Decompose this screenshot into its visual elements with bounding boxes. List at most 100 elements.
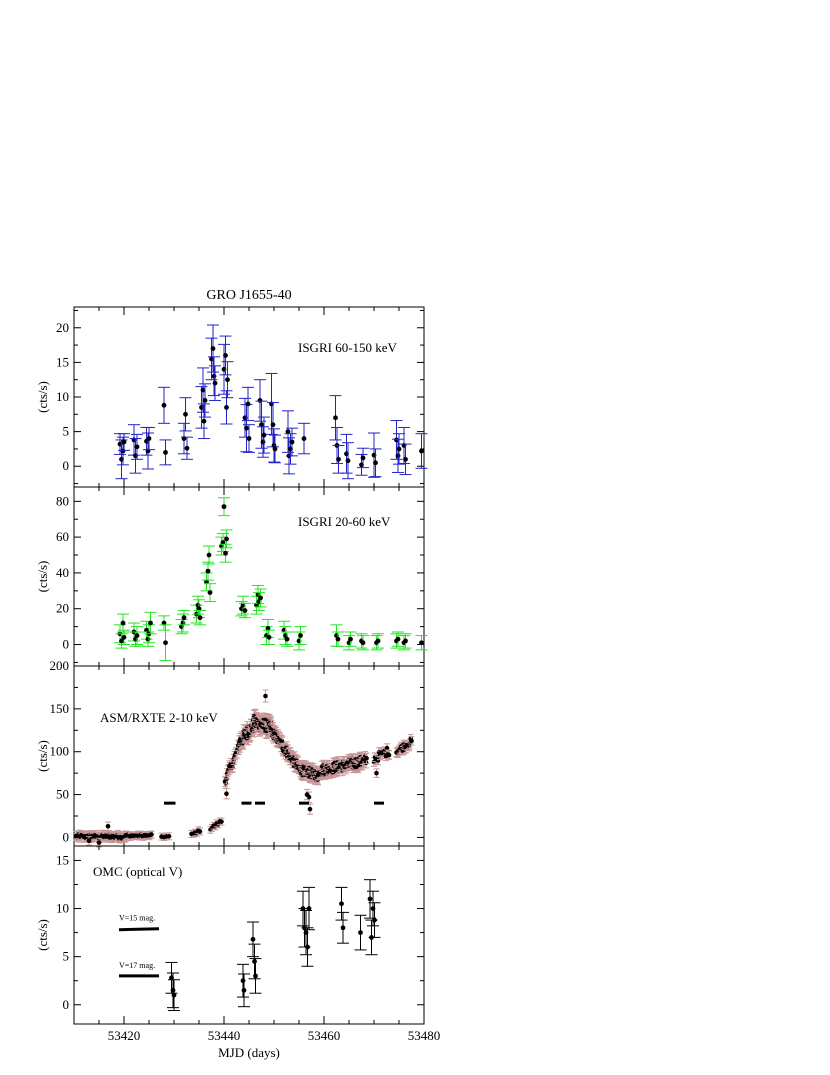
data-point (345, 458, 351, 464)
reference-label: V=15 mag. (119, 914, 155, 923)
data-point (373, 460, 378, 466)
data-point (221, 504, 227, 510)
data-point (307, 806, 313, 812)
data-point (306, 906, 312, 911)
panel-2: 0 20 40 60 80 (cts/s) ISGRI 20-60 keV (35, 486, 428, 667)
data-point (144, 627, 149, 633)
data-point (224, 791, 229, 797)
y-tick-label: 0 (63, 458, 70, 473)
data-point (148, 620, 153, 626)
panel-label: ASM/RXTE 2-10 keV (100, 710, 218, 725)
data-point (260, 439, 266, 445)
data-point (120, 620, 126, 626)
data-point (340, 925, 346, 931)
data-point (372, 917, 377, 923)
data-point (252, 959, 257, 964)
data-point (184, 445, 190, 451)
data-point (201, 418, 207, 424)
data-point (285, 429, 291, 435)
y-tick-label: 15 (56, 852, 69, 867)
y-axis-label: (cts/s) (35, 740, 50, 772)
data-point (225, 377, 230, 383)
data-point (348, 636, 353, 642)
data-point (224, 536, 229, 542)
panel-label: ISGRI 20-60 keV (298, 514, 391, 529)
data-point (196, 606, 202, 612)
data-point (105, 823, 111, 829)
data-point (367, 896, 373, 902)
data-point (171, 992, 177, 998)
data-point (211, 373, 217, 379)
y-tick-label: 0 (63, 829, 70, 844)
data-point (220, 540, 226, 545)
data-point (333, 415, 338, 421)
data-point (360, 455, 366, 461)
panel-4: 0 5 10 15 53420 53440 53460 53480 (cts/s) OMC (op… (35, 845, 441, 1043)
data-point (210, 346, 216, 351)
data-point (305, 944, 310, 950)
data-point (289, 439, 295, 445)
y-tick-label: 20 (56, 601, 69, 616)
data-point (240, 978, 246, 984)
data-point (395, 636, 401, 642)
reference-line (118, 927, 160, 932)
panel-label: ISGRI 60-150 keV (298, 340, 398, 355)
figure-title: GRO J1655-40 (206, 288, 291, 303)
x-tick-label: 53480 (408, 1028, 441, 1043)
x-tick-label: 53460 (308, 1028, 341, 1043)
y-tick-label: 80 (56, 493, 69, 508)
data-point (166, 833, 172, 839)
y-tick-label: 10 (56, 901, 69, 916)
data-point (284, 636, 290, 642)
data-point (272, 446, 278, 452)
data-point (298, 633, 303, 638)
data-point (183, 411, 188, 417)
data-point (223, 550, 228, 556)
data-point (242, 608, 248, 613)
data-point (163, 449, 168, 455)
data-point (254, 602, 259, 608)
data-point (246, 436, 252, 441)
y-tick-label: 0 (63, 997, 70, 1012)
data-point (161, 402, 167, 408)
data-point (419, 448, 424, 454)
panel-3: 0 50 100 150 200 (cts/s) ASM/RXTE 2-10 keV (35, 658, 425, 848)
y-tick-label: 5 (63, 424, 70, 439)
data-point (149, 832, 154, 837)
data-point (206, 552, 212, 558)
y-tick-label: 100 (50, 744, 70, 759)
data-point (119, 638, 124, 644)
data-point (120, 448, 126, 454)
data-point (386, 752, 392, 758)
data-point (265, 626, 271, 631)
y-tick-label: 0 (63, 637, 70, 652)
data-point (205, 568, 211, 574)
data-point (224, 404, 229, 410)
data-point (301, 436, 307, 441)
data-point (241, 987, 247, 993)
data-point (134, 633, 140, 638)
data-point (181, 615, 187, 621)
data-point (244, 425, 249, 431)
data-point (270, 422, 276, 428)
panels: 0 5 10 15 20 (cts/s) ISGRI 60-150 keV 0 20 40 60 80… (35, 306, 441, 1043)
data-point (304, 792, 310, 797)
x-tick-label: 53420 (108, 1028, 141, 1043)
data-point (197, 615, 203, 621)
data-point (240, 602, 246, 608)
panel-frame (73, 306, 425, 488)
data-point (253, 973, 258, 979)
reference-label: V=17 mag. (119, 961, 155, 970)
data-point (335, 636, 341, 642)
data-point (204, 579, 209, 585)
data-point (163, 640, 168, 646)
data-point (336, 456, 341, 462)
y-tick-label: 10 (56, 389, 69, 404)
data-point (395, 453, 401, 459)
data-point (384, 745, 390, 751)
data-point (245, 401, 251, 407)
y-tick-label: 60 (56, 529, 69, 544)
y-tick-label: 150 (50, 701, 70, 716)
data-point (134, 444, 140, 450)
